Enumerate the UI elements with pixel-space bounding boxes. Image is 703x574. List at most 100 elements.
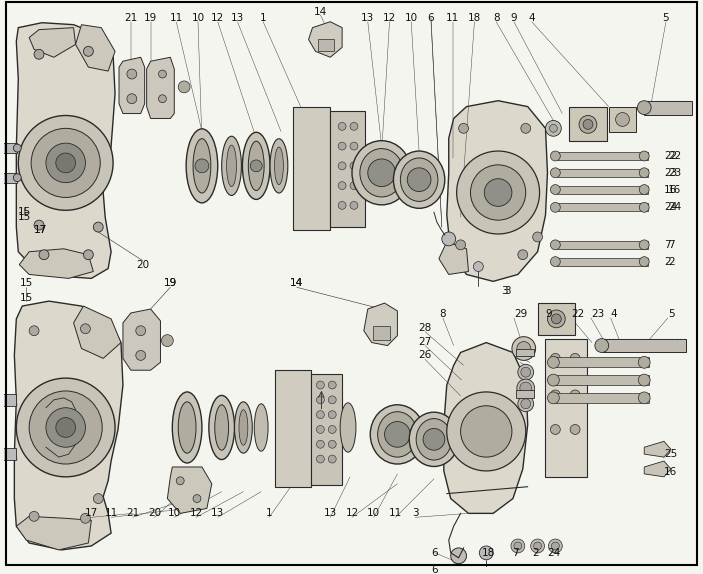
Ellipse shape	[214, 405, 228, 450]
Text: 6: 6	[432, 565, 438, 574]
Circle shape	[579, 115, 597, 133]
Circle shape	[570, 425, 580, 435]
Bar	[0, 448, 16, 460]
Circle shape	[316, 440, 324, 448]
Circle shape	[350, 162, 358, 170]
Circle shape	[473, 262, 483, 272]
Ellipse shape	[378, 412, 417, 457]
Circle shape	[81, 324, 91, 333]
Circle shape	[328, 381, 336, 389]
Polygon shape	[309, 22, 342, 57]
Circle shape	[512, 337, 536, 360]
Circle shape	[368, 159, 395, 187]
Ellipse shape	[270, 139, 288, 193]
Polygon shape	[19, 249, 93, 278]
Ellipse shape	[172, 392, 202, 463]
Circle shape	[514, 542, 522, 550]
Bar	[516, 348, 534, 356]
Text: 1: 1	[266, 509, 272, 518]
Circle shape	[534, 542, 541, 550]
Circle shape	[13, 174, 21, 181]
Circle shape	[350, 122, 358, 130]
Text: 10: 10	[168, 509, 181, 518]
Text: 12: 12	[189, 509, 202, 518]
Circle shape	[451, 548, 467, 564]
Circle shape	[13, 144, 21, 152]
Text: 14: 14	[290, 278, 303, 288]
Bar	[602, 339, 685, 352]
Text: 22: 22	[668, 151, 681, 161]
Circle shape	[479, 546, 494, 560]
Text: 10: 10	[405, 13, 418, 23]
Circle shape	[328, 440, 336, 448]
Text: 19: 19	[164, 278, 177, 288]
Circle shape	[460, 406, 512, 457]
Circle shape	[548, 310, 565, 328]
Text: 25: 25	[664, 449, 677, 459]
Polygon shape	[123, 309, 160, 370]
Circle shape	[34, 49, 44, 59]
Text: 8: 8	[439, 309, 446, 319]
Text: 15: 15	[18, 207, 31, 218]
Circle shape	[158, 70, 167, 78]
Text: 16: 16	[664, 467, 677, 477]
Text: 8: 8	[493, 13, 499, 23]
Polygon shape	[16, 23, 115, 278]
Circle shape	[550, 125, 557, 132]
Polygon shape	[75, 25, 115, 71]
Text: 9: 9	[510, 13, 517, 23]
Circle shape	[595, 339, 609, 352]
Circle shape	[39, 250, 49, 259]
Text: 15: 15	[20, 293, 33, 303]
Text: 24: 24	[547, 548, 560, 558]
Polygon shape	[16, 517, 91, 550]
Text: 22: 22	[571, 309, 584, 319]
Text: 11: 11	[169, 13, 183, 23]
Circle shape	[316, 455, 324, 463]
Circle shape	[84, 250, 93, 259]
Circle shape	[328, 425, 336, 433]
Ellipse shape	[226, 145, 236, 187]
Text: 21: 21	[124, 13, 138, 23]
Text: 7: 7	[664, 240, 671, 250]
Ellipse shape	[186, 129, 218, 203]
Ellipse shape	[370, 405, 425, 464]
Circle shape	[520, 382, 531, 394]
Circle shape	[29, 326, 39, 336]
Circle shape	[583, 119, 593, 129]
Polygon shape	[644, 461, 671, 477]
Text: 9: 9	[546, 309, 552, 319]
Circle shape	[521, 367, 531, 377]
Polygon shape	[74, 306, 121, 358]
Circle shape	[550, 168, 560, 178]
Circle shape	[316, 396, 324, 404]
Circle shape	[29, 511, 39, 521]
Bar	[546, 339, 587, 477]
Circle shape	[511, 539, 524, 553]
Circle shape	[136, 326, 146, 336]
Circle shape	[638, 374, 650, 386]
Circle shape	[638, 356, 650, 369]
Circle shape	[46, 143, 86, 183]
Polygon shape	[447, 100, 548, 281]
Circle shape	[550, 185, 560, 195]
Ellipse shape	[179, 402, 196, 453]
Bar	[557, 152, 648, 160]
Circle shape	[470, 165, 526, 220]
Ellipse shape	[243, 132, 270, 199]
Bar	[557, 185, 648, 193]
Text: 19: 19	[164, 278, 177, 288]
Circle shape	[521, 399, 531, 409]
Circle shape	[423, 428, 445, 450]
Circle shape	[338, 162, 346, 170]
Text: 28: 28	[418, 323, 432, 333]
Circle shape	[316, 381, 324, 389]
Text: 3: 3	[501, 286, 508, 296]
Text: 3: 3	[504, 286, 510, 296]
Circle shape	[176, 477, 184, 485]
Text: 1: 1	[260, 13, 266, 23]
Bar	[557, 203, 648, 211]
Text: 20: 20	[148, 509, 161, 518]
Circle shape	[639, 151, 649, 161]
Circle shape	[546, 121, 561, 136]
